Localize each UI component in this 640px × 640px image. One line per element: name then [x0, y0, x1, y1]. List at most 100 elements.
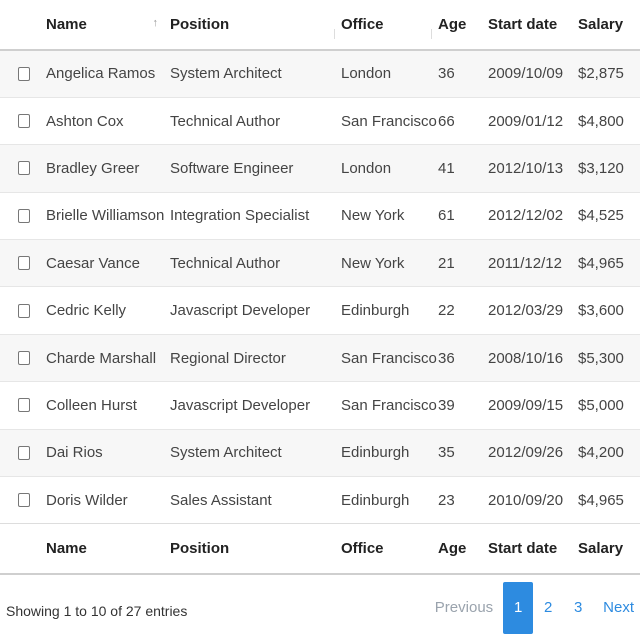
row-select-cell — [0, 287, 46, 334]
cell-age: 23 — [438, 491, 455, 509]
header-row: Name ↑ Position Office Age Start date Sal… — [0, 0, 640, 50]
cell-salary: $3,120 — [578, 159, 624, 177]
row-checkbox[interactable] — [18, 66, 30, 81]
table-row[interactable]: Ashton Cox Technical Author San Francisco 6… — [0, 97, 640, 145]
header-select-column — [0, 0, 46, 50]
header-name[interactable]: Name ↑ — [46, 0, 170, 50]
cell-salary: $4,800 — [578, 112, 624, 130]
row-checkbox[interactable] — [18, 161, 30, 176]
employees-table: Name ↑ Position Office Age Start date Sal… — [0, 0, 640, 575]
table-row[interactable]: Brielle Williamson Integration Specialist… — [0, 192, 640, 240]
pagination: Previous 1 2 3 Next — [429, 582, 640, 634]
row-checkbox[interactable] — [18, 114, 30, 129]
header-start-date[interactable]: Start date — [488, 0, 578, 50]
cell-office: New York — [341, 254, 405, 272]
cell-position: System Architect — [170, 65, 282, 83]
cell-position: System Architect — [170, 444, 282, 462]
header-start-date-label: Start date — [488, 16, 558, 33]
cell-office: San Francisco — [341, 349, 437, 367]
cell-start-date: 2009/01/12 — [488, 112, 564, 130]
cell-salary: $5,000 — [578, 396, 624, 414]
cell-name: Colleen Hurst — [46, 396, 137, 414]
pagination-page-3-button[interactable]: 3 — [573, 599, 583, 616]
cell-age: 61 — [438, 207, 455, 225]
cell-age: 21 — [438, 254, 455, 272]
row-checkbox[interactable] — [18, 303, 30, 318]
cell-salary: $4,965 — [578, 491, 624, 509]
cell-start-date: 2009/10/09 — [488, 65, 564, 83]
row-select-cell — [0, 240, 46, 287]
cell-position: Technical Author — [170, 112, 281, 130]
data-table-wrapper: Name ↑ Position Office Age Start date Sal… — [0, 0, 640, 575]
cell-office: London — [341, 159, 392, 177]
row-select-cell — [0, 382, 46, 429]
row-checkbox[interactable] — [18, 351, 30, 366]
table-row[interactable]: Caesar Vance Technical Author New York 21 20… — [0, 239, 640, 287]
header-office[interactable]: Office — [341, 0, 438, 50]
header-office-label: Office — [341, 16, 384, 33]
cell-office: Edinburgh — [341, 302, 410, 320]
cell-age: 41 — [438, 159, 455, 177]
cell-start-date: 2012/03/29 — [488, 302, 564, 320]
footer-age: Age — [438, 540, 467, 558]
cell-age: 35 — [438, 444, 455, 462]
footer-select-column — [0, 524, 46, 575]
footer-name: Name — [46, 540, 87, 558]
cell-salary: $5,300 — [578, 349, 624, 367]
table-info-text: Showing 1 to 10 of 27 entries — [6, 603, 188, 619]
pagination-page-2-button[interactable]: 2 — [543, 599, 553, 616]
row-select-cell — [0, 477, 46, 524]
column-divider — [431, 29, 432, 39]
cell-position: Integration Specialist — [170, 207, 310, 225]
cell-salary: $4,965 — [578, 254, 624, 272]
row-select-cell — [0, 145, 46, 192]
table-row[interactable]: Cedric Kelly Javascript Developer Edinburg… — [0, 286, 640, 335]
row-checkbox[interactable] — [18, 398, 30, 413]
cell-salary: $3,600 — [578, 302, 624, 320]
footer-start-date: Start date — [488, 540, 558, 558]
cell-name: Brielle Williamson — [46, 207, 165, 225]
row-select-cell — [0, 334, 46, 381]
cell-position: Software Engineer — [170, 159, 294, 177]
cell-start-date: 2011/12/12 — [488, 254, 562, 272]
row-checkbox[interactable] — [18, 256, 30, 271]
cell-position: Technical Author — [170, 254, 281, 272]
pagination-next-button[interactable]: Next — [603, 599, 634, 616]
cell-start-date: 2012/12/02 — [488, 207, 564, 225]
row-select-cell — [0, 50, 46, 97]
footer-salary: Salary — [578, 540, 624, 558]
table-row[interactable]: Angelica Ramos System Architect London 36 20… — [0, 50, 640, 98]
table-row[interactable]: Doris Wilder Sales Assistant Edinburgh 23 20… — [0, 476, 640, 524]
cell-position: Regional Director — [170, 349, 286, 367]
row-checkbox[interactable] — [18, 208, 30, 223]
cell-salary: $4,200 — [578, 444, 624, 462]
cell-age: 36 — [438, 65, 455, 83]
sort-ascending-icon: ↑ — [152, 17, 159, 29]
row-checkbox[interactable] — [18, 445, 30, 460]
table-row[interactable]: Charde Marshall Regional Director San Fran… — [0, 334, 640, 382]
table-row[interactable]: Dai Rios System Architect Edinburgh 35 2012/… — [0, 429, 640, 477]
cell-office: San Francisco — [341, 396, 437, 414]
cell-name: Doris Wilder — [46, 491, 128, 509]
header-age[interactable]: Age — [438, 0, 488, 50]
cell-office: Edinburgh — [341, 491, 410, 509]
pagination-page-1-button[interactable]: 1 — [503, 582, 534, 634]
cell-position: Javascript Developer — [170, 302, 311, 320]
cell-office: New York — [341, 207, 405, 225]
cell-name: Caesar Vance — [46, 254, 140, 272]
cell-start-date: 2010/09/20 — [488, 491, 564, 509]
cell-name: Dai Rios — [46, 444, 103, 462]
cell-start-date: 2009/09/15 — [488, 396, 564, 414]
table-footer: Name Position Office Age Start date Sala… — [0, 523, 640, 575]
cell-salary: $2,875 — [578, 65, 624, 83]
table-row[interactable]: Bradley Greer Software Engineer London 41 20… — [0, 144, 640, 193]
header-position[interactable]: Position — [170, 0, 341, 50]
footer-position: Position — [170, 540, 230, 558]
header-position-label: Position — [170, 16, 230, 33]
table-row[interactable]: Colleen Hurst Javascript Developer San Fra… — [0, 381, 640, 430]
pagination-previous-button[interactable]: Previous — [434, 599, 494, 616]
cell-age: 39 — [438, 396, 455, 414]
cell-name: Ashton Cox — [46, 112, 124, 130]
header-salary[interactable]: Salary — [578, 0, 640, 50]
row-checkbox[interactable] — [18, 493, 30, 508]
